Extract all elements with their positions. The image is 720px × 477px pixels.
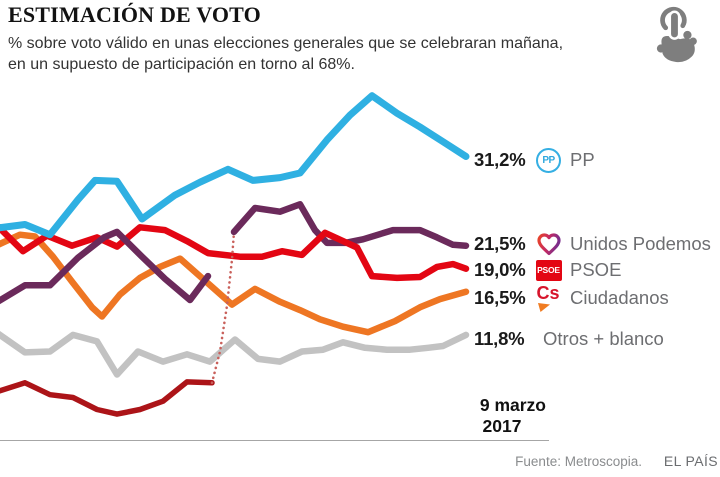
rainbow-heart-icon	[535, 231, 562, 258]
line-unidos-podemos	[230, 201, 470, 249]
ciudadanos-label: Ciudadanos	[570, 287, 669, 308]
pp-value: 31,2%	[474, 149, 526, 170]
legend-row-ciudadanos: 16,5% Cs Ciudadanos	[474, 284, 669, 312]
psoe-logo-icon: PSOE	[535, 257, 562, 284]
cs-logo-icon: Cs	[535, 284, 562, 312]
x-axis-date-line2: 2017	[482, 416, 522, 436]
pp-logo-icon: PP	[535, 147, 562, 174]
ciudadanos-value: 16,5%	[474, 287, 526, 308]
el-pais-brand: EL PAÍS	[663, 453, 718, 469]
legend-row-otros: 11,8% Otros + blanco	[474, 325, 664, 353]
unidos-podemos-value: 21,5%	[474, 233, 526, 254]
pp-label: PP	[570, 149, 595, 170]
line-pp	[0, 92, 470, 239]
chart-subtitle: % sobre voto válido en unas elecciones g…	[8, 33, 563, 75]
legend-row-pp: 31,2% PP PP	[474, 146, 595, 174]
psoe-value: 19,0%	[474, 259, 526, 280]
line-conector-punteado	[210, 230, 236, 385]
x-axis-line	[0, 440, 549, 441]
line-psoe	[0, 223, 470, 282]
legend-row-unidos-podemos: 21,5% Unidos Podemos	[474, 230, 711, 258]
line-otros-blanco	[0, 331, 470, 378]
unidos-podemos-label: Unidos Podemos	[570, 233, 711, 254]
source-credit: Fuente: Metroscopia.	[515, 454, 642, 469]
psoe-label: PSOE	[570, 259, 622, 280]
tap-hand-icon[interactable]	[646, 5, 704, 63]
otros-label: Otros + blanco	[543, 328, 664, 349]
legend-row-psoe: 19,0% PSOE PSOE	[474, 256, 621, 284]
subtitle-line-2: en un supuesto de participación en torno…	[8, 56, 355, 74]
x-axis-date-line1: 9 marzo	[479, 395, 546, 415]
line-ciudadanos	[0, 231, 470, 336]
line-pre-coalicion-granate	[0, 379, 215, 417]
line-pre-coalicion-morada	[0, 228, 212, 305]
otros-value: 11,8%	[474, 328, 525, 349]
page-title: ESTIMACIÓN DE VOTO	[8, 2, 261, 27]
subtitle-line-1: % sobre voto válido en unas elecciones g…	[8, 35, 564, 52]
